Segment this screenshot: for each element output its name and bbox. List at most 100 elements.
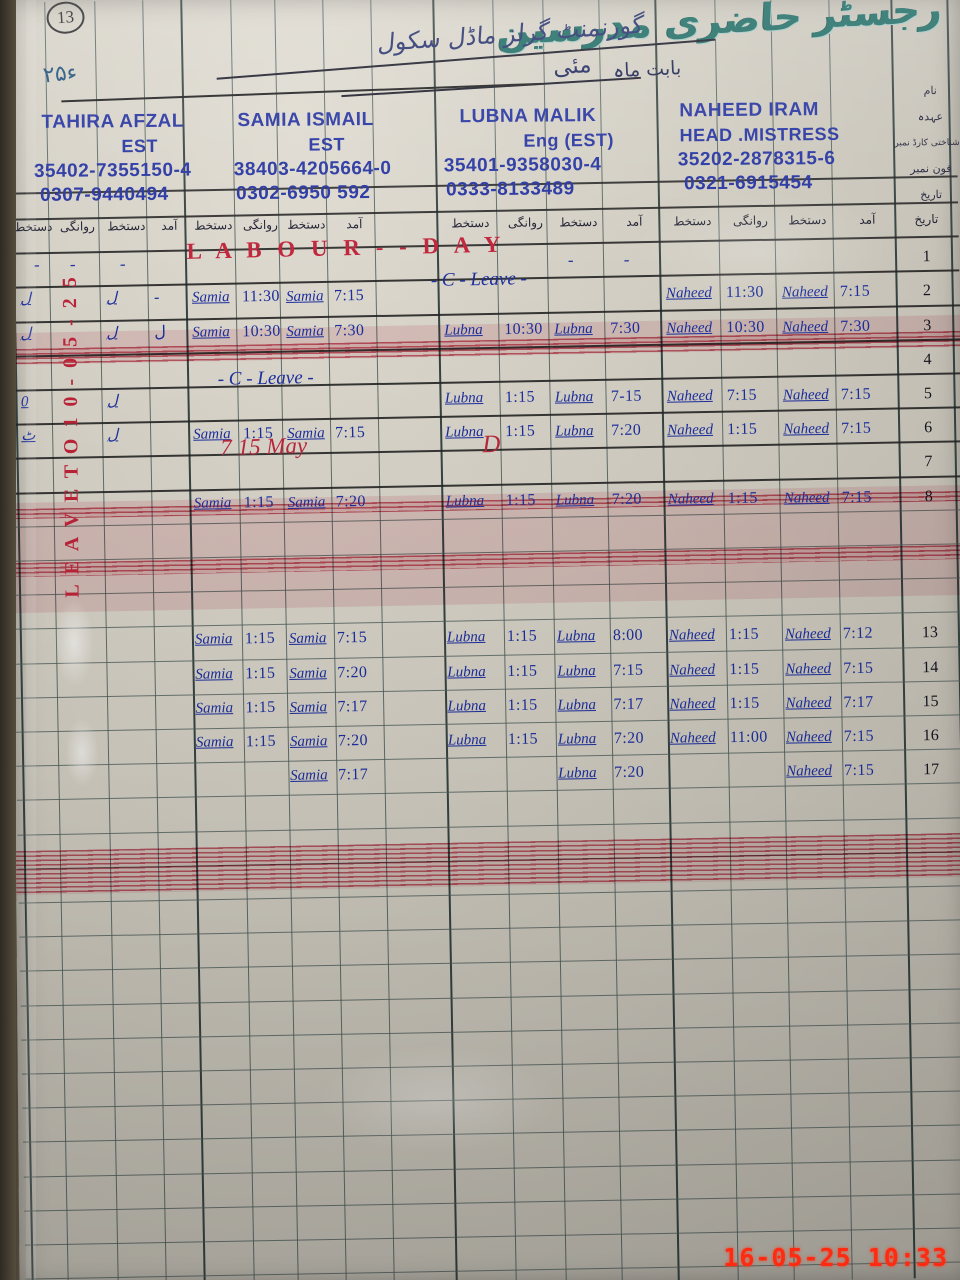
cell: Lubna (554, 320, 593, 338)
cell: ل (105, 290, 118, 307)
book-binding (0, 0, 16, 1280)
cell: Lubna (556, 628, 596, 646)
register-page: 13 رجسٹر حاضری مدرسین گورنمنٹ گرلز ماڈل … (5, 0, 960, 1280)
cell: Samia (290, 767, 328, 785)
cell: Naheed (781, 284, 828, 302)
row-label-date: تاریخ (920, 188, 943, 202)
cell: - (567, 250, 574, 270)
page-edge-tape (26, 0, 36, 1280)
teacher-4-cnic: 35202-2878315-6 (677, 147, 836, 171)
cell: 7 (924, 453, 933, 471)
c-leave-row5: - C - Leave - (217, 367, 314, 390)
cell: 7:15 (726, 386, 758, 405)
grid-hline-11 (13, 577, 960, 596)
cell: 1:15 (507, 730, 539, 749)
col-header-3-دستخط: دستخط (559, 214, 598, 230)
cell: Samia (193, 494, 232, 512)
cell: ل (106, 393, 118, 410)
cell: Naheed (666, 387, 713, 405)
teacher-4-phone: 0321-6915454 (683, 172, 813, 195)
cell: 8 (924, 487, 933, 505)
teacher-3-name: LUBNA MALIK (459, 105, 597, 128)
cell: ل (107, 427, 119, 444)
cell: 10:30 (504, 319, 543, 338)
col-header-1-روانگی: روانگی (59, 219, 95, 234)
teacher-2-name: SAMIA ISMAIL (237, 108, 374, 132)
row-label-column: نام عہدہ شناختی کارڈ نمبر فون نمبر تاریخ (894, 78, 960, 209)
cell: 7:15 (839, 283, 871, 301)
cell: Samia (191, 289, 230, 307)
page-number: 13 (45, 0, 86, 35)
teacher-2-phone: 0302-6950 592 (236, 182, 371, 205)
teacher-3-cell: LUBNA MALIK Eng (EST) 35401-9358030-4 03… (444, 98, 674, 204)
cell: Samia (195, 665, 233, 683)
cell: 7:15 (843, 761, 875, 780)
cell: 10:30 (242, 322, 281, 340)
cell: Naheed (785, 660, 832, 678)
cell: 7:30 (610, 319, 641, 337)
cell: 1:15 (505, 422, 536, 441)
cell: 7:20 (335, 492, 366, 511)
cell: Lubna (554, 388, 594, 406)
teacher-4-name: NAHEED IRAM (679, 99, 820, 122)
cell: 7:20 (337, 731, 369, 750)
col-header-1-آمد: آمد (161, 218, 178, 233)
cell: Samia (286, 322, 324, 340)
cell: - (119, 254, 126, 274)
cell: - (153, 289, 160, 307)
cell: 7:15 (335, 424, 366, 442)
row-label-phone: فون نمبر (910, 161, 952, 176)
cell: ل (154, 323, 167, 341)
cell: 7:20 (611, 421, 642, 440)
cell: 10:30 (726, 318, 765, 336)
cell: Naheed (783, 489, 830, 507)
row-label-name: نام (923, 84, 937, 98)
cell: 2 (922, 282, 932, 300)
cell: Lubna (447, 663, 486, 681)
cell: Naheed (782, 386, 829, 404)
cell: 1 (922, 248, 931, 266)
grid-hline-19 (18, 851, 960, 870)
cell: 15 (922, 692, 939, 711)
col-header-2-روانگی: روانگی (242, 217, 278, 233)
cell: Lubna (558, 765, 597, 782)
leave-to-vertical-annotation: L E A V E T O 1 0 - 0 5 - 2 5 (58, 274, 84, 598)
cell: 8:00 (612, 627, 644, 645)
cell: Lubna (557, 662, 596, 680)
cell: Samia (285, 288, 324, 306)
d-mark-annotation: D (481, 430, 501, 459)
cell: 7:30 (334, 321, 365, 340)
cell: Samia (289, 664, 327, 682)
cell: 1:15 (245, 698, 276, 717)
cell: 5 (923, 385, 933, 403)
cell: 1:15 (507, 696, 538, 714)
cell: Naheed (668, 627, 715, 645)
month-value: مئی (551, 51, 592, 81)
cell: 1:15 (243, 493, 274, 511)
cell: 7:15 (843, 659, 874, 677)
cell: 7:15 (840, 385, 872, 404)
cell: 17 (922, 761, 940, 779)
cell: Naheed (783, 421, 830, 438)
col-header-4-آمد: آمد (859, 212, 876, 227)
cell: 1:15 (504, 388, 536, 407)
cell: 1:15 (727, 420, 758, 439)
month-underline (341, 76, 641, 98)
teacher-2-cnic: 38403-4205664-0 (233, 157, 392, 181)
cell: Samia (289, 733, 328, 750)
cell: 11:30 (725, 283, 764, 302)
col-header-2-دستخط: دستخط (194, 218, 233, 233)
teacher-4-desig: HEAD .MISTRESS (679, 123, 840, 146)
cell: Samia (287, 493, 326, 511)
cell: Lubna (444, 321, 483, 339)
cell: 7:17 (337, 697, 368, 716)
teacher-4-cell: NAHEED IRAM HEAD .MISTRESS 35202-2878315… (675, 96, 902, 202)
cell: Samia (195, 734, 234, 751)
cell: 7:20 (611, 490, 642, 508)
cell: - (33, 255, 40, 275)
cell: 1:15 (506, 627, 538, 646)
grid-hline-21 (19, 919, 960, 938)
cell: 4 (923, 350, 932, 369)
cell: 7:17 (338, 766, 369, 784)
col-header-4-روانگی: روانگی (732, 213, 768, 229)
